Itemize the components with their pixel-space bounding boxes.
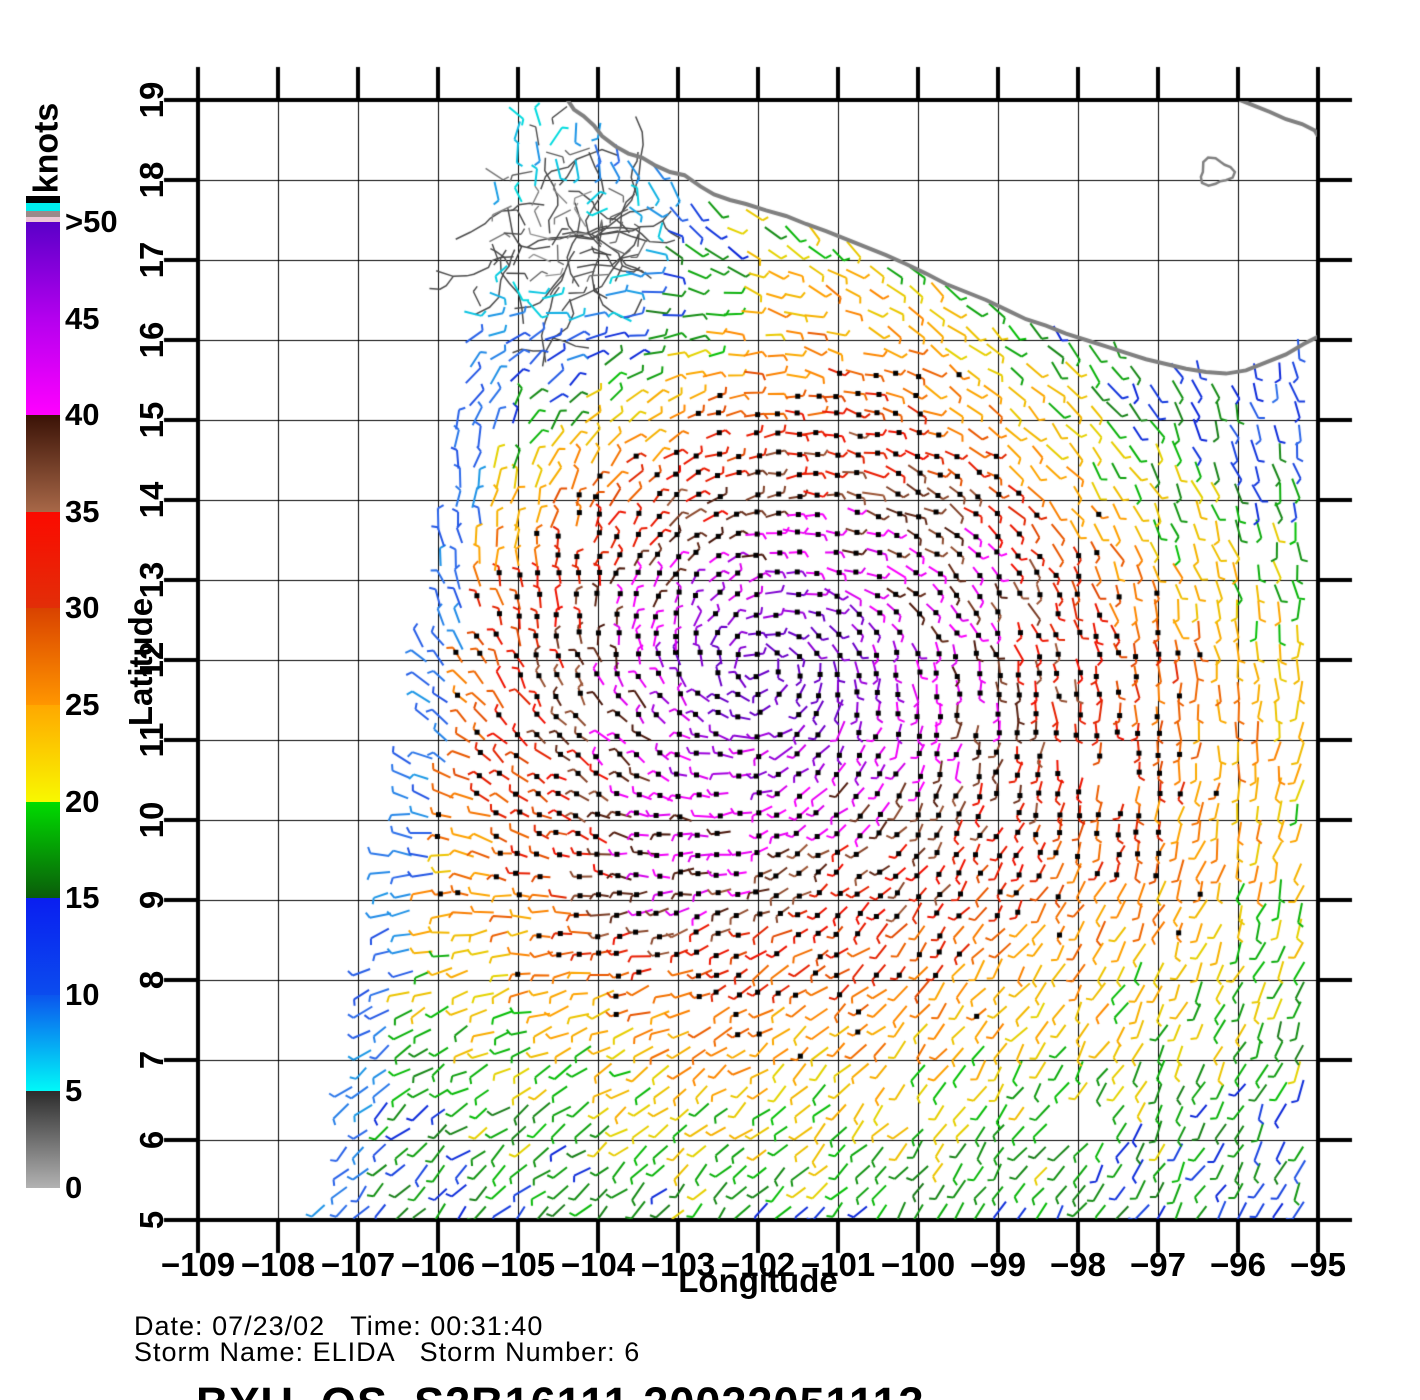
y-tick-label: 6: [133, 1130, 170, 1150]
x-tick-label: −102: [720, 1246, 796, 1283]
colorbar-band: [26, 1091, 60, 1188]
y-axis-title: Latitude: [122, 597, 159, 727]
colorbar-tick-label: 25: [65, 687, 100, 722]
x-tick-label: −108: [240, 1246, 316, 1283]
colorbar-tick-label: >50: [65, 204, 118, 239]
storm-number-label: Storm Number:: [419, 1337, 616, 1367]
colorbar-title: knots: [27, 102, 66, 194]
colorbar-band: [26, 898, 60, 995]
colorbar-band: [26, 801, 60, 899]
time-value: 00:31:40: [430, 1311, 544, 1341]
x-tick-label: −106: [400, 1246, 476, 1283]
colorbar-tick-label: 45: [65, 300, 100, 336]
colorbar-tick-label: 5: [65, 1073, 83, 1109]
colorbar-band: [26, 415, 60, 512]
colorbar-tick-label: 15: [65, 880, 100, 916]
date-time-line: Date: 07/23/02 Time: 00:31:40: [100, 1280, 543, 1373]
y-tick-label: 16: [133, 321, 170, 359]
colorbar-band: [26, 511, 60, 609]
y-tick-label: 19: [133, 81, 170, 119]
y-tick-label: 7: [133, 1050, 170, 1070]
y-tick-label: 15: [133, 401, 170, 439]
y-tick-label: 9: [133, 890, 170, 910]
colorbar-tick-label: 0: [65, 1170, 83, 1205]
colorbar-stripe: [26, 203, 60, 211]
x-tick-label: −96: [1210, 1246, 1266, 1283]
x-tick-label: −109: [160, 1246, 236, 1283]
colorbar-band: [26, 318, 60, 416]
colorbar-band: [26, 994, 60, 1092]
y-tick-label: 11: [133, 722, 170, 758]
storm-line: Storm Name: ELIDA Storm Number: 6: [100, 1306, 640, 1399]
x-tick-label: −98: [1050, 1246, 1106, 1283]
plot-title: BYU QS_S2B16111.20022051113: [142, 1326, 925, 1400]
y-tick-label: 14: [133, 481, 170, 519]
y-tick-label: 18: [133, 161, 170, 199]
colorbar-band: [26, 608, 60, 705]
org-name: BYU: [196, 1378, 294, 1400]
x-tick-label: −99: [970, 1246, 1026, 1283]
colorbar-tick-label: 30: [65, 590, 100, 626]
date-label: Date:: [134, 1311, 204, 1341]
colorbar-tick-label: 35: [65, 493, 100, 529]
y-tick-label: 5: [133, 1210, 170, 1230]
x-tick-label: −105: [480, 1246, 556, 1283]
x-tick-label: −100: [880, 1246, 956, 1283]
x-tick-label: −101: [800, 1246, 876, 1283]
x-tick-label: −97: [1130, 1246, 1186, 1283]
x-tick-label: −103: [640, 1246, 716, 1283]
data-file-name: QS_S2B16111.20022051113: [321, 1378, 925, 1400]
y-tick-label: 17: [133, 241, 170, 279]
x-tick-label: −104: [560, 1246, 636, 1283]
time-label: Time:: [350, 1311, 422, 1341]
colorbar-band: [26, 222, 60, 319]
storm-name-value: ELIDA: [312, 1337, 395, 1367]
colorbar-tick-label: 40: [65, 397, 100, 433]
x-axis-title: Longitude: [678, 1262, 838, 1299]
colorbar: [26, 196, 60, 1188]
colorbar-band: [26, 704, 60, 802]
date-value: 07/23/02: [212, 1311, 326, 1341]
colorbar-tick-label: 20: [65, 783, 100, 819]
x-tick-label: −95: [1290, 1246, 1346, 1283]
y-tick-label: 8: [133, 970, 170, 990]
colorbar-stripe: [26, 211, 60, 217]
colorbar-stripe: [26, 196, 60, 203]
x-tick-label: −107: [320, 1246, 396, 1283]
colorbar-stripe: [26, 217, 60, 222]
y-tick-label: 13: [133, 561, 170, 599]
colorbar-tick-label: 10: [65, 976, 100, 1012]
storm-name-label: Storm Name:: [134, 1337, 305, 1367]
y-tick-label: 10: [133, 801, 170, 839]
storm-number-value: 6: [624, 1337, 641, 1367]
